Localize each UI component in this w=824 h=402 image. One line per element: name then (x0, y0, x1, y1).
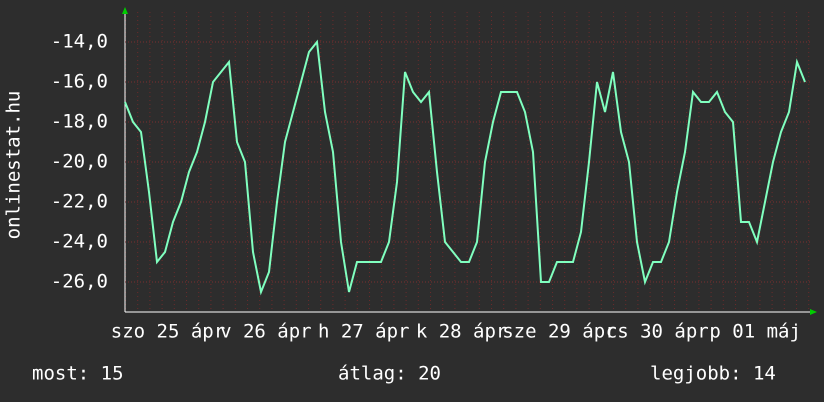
y-axis-arrow (122, 7, 128, 14)
x-tick-label: szo 25 ápr (111, 321, 225, 343)
y-axis-title: onlinestat.hu (3, 91, 25, 240)
y-tick-label: -16,0 (51, 71, 108, 93)
stat-current: most: 15 (32, 363, 124, 385)
y-tick-label: -26,0 (51, 271, 108, 293)
x-tick-label: v 26 ápr (220, 321, 312, 343)
y-tick-label: -24,0 (51, 231, 108, 253)
y-tick-label: -14,0 (51, 31, 108, 53)
y-tick-label: -22,0 (51, 191, 108, 213)
stat-average: átlag: 20 (338, 363, 441, 385)
x-tick-label: cs 30 ápr (606, 321, 709, 343)
x-tick-label: sze 29 ápr (502, 321, 616, 343)
data-line (124, 39, 806, 296)
x-tick-label: k 28 ápr (416, 321, 508, 343)
y-tick-label: -18,0 (51, 111, 108, 133)
x-axis-arrow (810, 309, 817, 315)
y-tick-label: -20,0 (51, 151, 108, 173)
x-tick-label: h 27 ápr (318, 321, 410, 343)
stat-best: legjobb: 14 (650, 363, 776, 385)
x-tick-label: p 01 máj (709, 321, 801, 343)
